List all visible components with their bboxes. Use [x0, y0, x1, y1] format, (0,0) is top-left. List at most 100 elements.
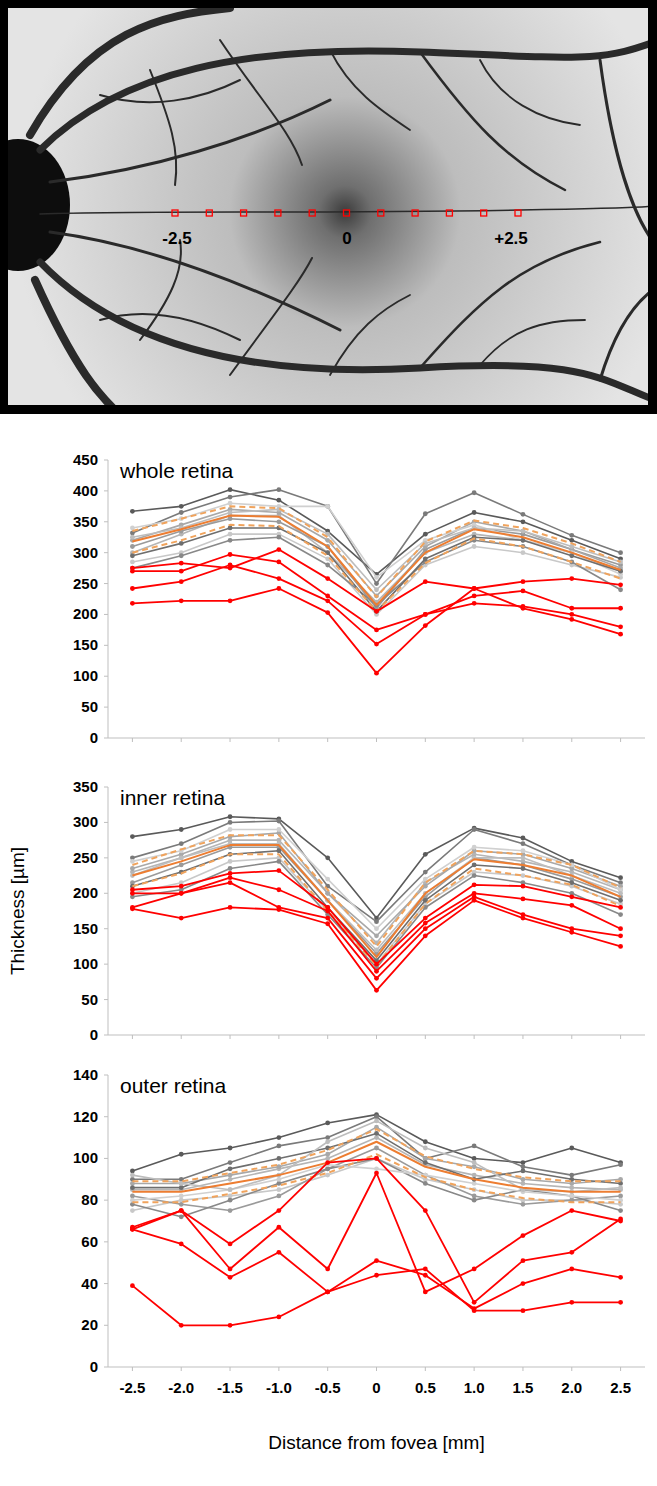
point — [423, 1290, 428, 1295]
point — [472, 594, 477, 599]
point — [179, 1323, 184, 1328]
y-tick — [104, 738, 108, 739]
point — [325, 891, 330, 896]
y-tick-label: 20 — [81, 1316, 98, 1333]
point — [276, 560, 281, 565]
point — [423, 579, 428, 584]
x-tick-label: 2.0 — [561, 1379, 582, 1396]
point — [276, 1177, 281, 1182]
point — [325, 563, 330, 568]
x-tick — [571, 1035, 572, 1039]
point — [521, 897, 526, 902]
x-axis-title: Distance from fovea [mm] — [268, 1432, 484, 1453]
point — [374, 609, 379, 614]
y-axis-title: Thickness [µm] — [7, 847, 28, 975]
point — [569, 576, 574, 581]
point — [374, 1146, 379, 1151]
point — [618, 606, 623, 611]
point — [325, 1156, 330, 1161]
point — [325, 1166, 330, 1171]
point — [521, 1160, 526, 1165]
point — [618, 1162, 623, 1167]
point — [276, 1144, 281, 1149]
point — [521, 1177, 526, 1182]
series-line — [132, 490, 620, 575]
y-tick-label: 60 — [81, 1233, 98, 1250]
point — [618, 632, 623, 637]
point — [472, 1164, 477, 1169]
series-group — [130, 487, 623, 675]
y-tick-label: 100 — [73, 667, 98, 684]
point — [374, 1273, 379, 1278]
image-frame — [0, 0, 657, 414]
series-line — [132, 550, 620, 612]
point — [325, 1267, 330, 1272]
scan-point — [309, 210, 315, 216]
point — [276, 1135, 281, 1140]
point — [569, 930, 574, 935]
point — [276, 1187, 281, 1192]
x-tick — [278, 1035, 279, 1039]
point — [325, 1135, 330, 1140]
y-tick — [104, 999, 108, 1000]
x-tick — [571, 1367, 572, 1371]
y-tick-label: 40 — [81, 1275, 98, 1292]
point — [569, 1194, 574, 1199]
point — [521, 873, 526, 878]
x-tick — [230, 1367, 231, 1371]
point — [423, 511, 428, 516]
y-tick-label: 50 — [81, 698, 98, 715]
point — [130, 1227, 135, 1232]
y-axis — [108, 460, 109, 738]
panel-title: inner retina — [120, 786, 225, 809]
point — [472, 1160, 477, 1165]
x-tick — [522, 1035, 523, 1039]
point — [472, 586, 477, 591]
x-tick — [425, 1367, 426, 1371]
fundus-ground — [8, 8, 648, 405]
y-tick — [104, 928, 108, 929]
fundus-label: -2.5 — [162, 229, 191, 248]
x-tick — [474, 1035, 475, 1039]
x-tick — [376, 1035, 377, 1039]
x-tick-label: -1.5 — [217, 1379, 243, 1396]
point — [423, 933, 428, 938]
y-tick-label: 0 — [90, 1026, 98, 1043]
point — [179, 1208, 184, 1213]
point — [472, 882, 477, 887]
x-tick — [327, 738, 328, 742]
point — [569, 612, 574, 617]
point — [521, 884, 526, 889]
point — [374, 988, 379, 993]
point — [179, 1185, 184, 1190]
point — [228, 1242, 233, 1247]
point — [325, 877, 330, 882]
point — [374, 1156, 379, 1161]
figure: -2.50+2.5050100150200250300350400450whol… — [0, 0, 657, 1486]
series-line — [132, 1269, 620, 1325]
x-tick — [278, 738, 279, 742]
point — [179, 855, 184, 860]
point — [276, 1164, 281, 1169]
vessel — [50, 100, 330, 182]
y-tick-label: 80 — [81, 1191, 98, 1208]
x-tick — [376, 738, 377, 742]
point — [325, 1290, 330, 1295]
point — [228, 487, 233, 492]
vessel — [40, 262, 648, 402]
series-line — [132, 1158, 620, 1302]
series-line — [132, 1142, 620, 1192]
point — [521, 519, 526, 524]
point — [276, 1181, 281, 1186]
point — [423, 1156, 428, 1161]
point — [521, 1233, 526, 1238]
x-tick-label: 0.5 — [415, 1379, 436, 1396]
point — [374, 642, 379, 647]
point — [276, 487, 281, 492]
point — [276, 586, 281, 591]
point — [472, 601, 477, 606]
y-tick — [104, 1200, 108, 1201]
point — [228, 814, 233, 819]
point — [521, 1164, 526, 1169]
point — [618, 926, 623, 931]
